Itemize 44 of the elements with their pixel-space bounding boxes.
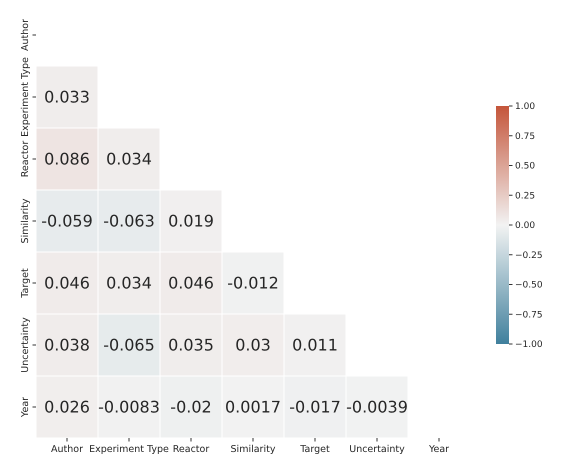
color-bar-label: −0.50 xyxy=(515,280,543,291)
y-tick-label: Similarity xyxy=(20,198,31,244)
x-tick-label: Uncertainty xyxy=(349,444,406,455)
x-tick-label: Year xyxy=(428,444,450,455)
data-label: 0.038 xyxy=(44,336,90,355)
data-label: -0.059 xyxy=(41,212,93,231)
data-label: -0.02 xyxy=(170,398,212,417)
data-label: -0.0083 xyxy=(98,398,160,417)
data-label: 0.035 xyxy=(168,336,214,355)
y-tick-label: Target xyxy=(20,268,31,299)
color-bar-label: 0.00 xyxy=(515,221,536,232)
color-bar-label: −1.00 xyxy=(515,340,543,350)
color-bar-label: 0.50 xyxy=(515,162,536,172)
color-bar-label: 1.00 xyxy=(515,102,536,112)
y-tick-label: Author xyxy=(20,18,31,51)
x-tick-label: Experiment Type xyxy=(89,444,170,455)
data-label: 0.086 xyxy=(44,150,90,169)
data-label: 0.026 xyxy=(44,398,90,417)
data-label: 0.011 xyxy=(292,336,338,355)
data-label: 0.03 xyxy=(235,336,271,355)
data-label: 0.046 xyxy=(168,274,214,293)
x-tick-label: Similarity xyxy=(230,444,276,455)
color-bar-label: 0.75 xyxy=(515,132,536,142)
data-label: -0.065 xyxy=(103,336,155,355)
data-label: 0.034 xyxy=(106,150,152,169)
x-tick-label: Reactor xyxy=(172,444,210,455)
y-tick-label: Reactor xyxy=(20,140,31,178)
data-label: 0.033 xyxy=(44,88,90,107)
data-label: -0.0039 xyxy=(346,398,408,417)
color-bar-label: −0.25 xyxy=(515,250,543,261)
data-label: -0.063 xyxy=(103,212,155,231)
x-tick-label: Target xyxy=(299,444,330,455)
y-tick-label: Uncertainty xyxy=(20,316,31,373)
data-label: -0.017 xyxy=(289,398,341,417)
y-tick-label: Year xyxy=(20,396,31,418)
color-bar-label: −0.75 xyxy=(515,310,543,320)
data-label: -0.012 xyxy=(227,274,279,293)
x-tick-label: Author xyxy=(51,444,84,455)
color-bar-label: 0.25 xyxy=(515,191,536,202)
data-label: 0.034 xyxy=(106,274,152,293)
y-tick-label: Experiment Type xyxy=(20,56,31,137)
data-label: 0.0017 xyxy=(225,398,281,417)
data-label: 0.019 xyxy=(168,212,214,231)
data-label: 0.046 xyxy=(44,274,90,293)
